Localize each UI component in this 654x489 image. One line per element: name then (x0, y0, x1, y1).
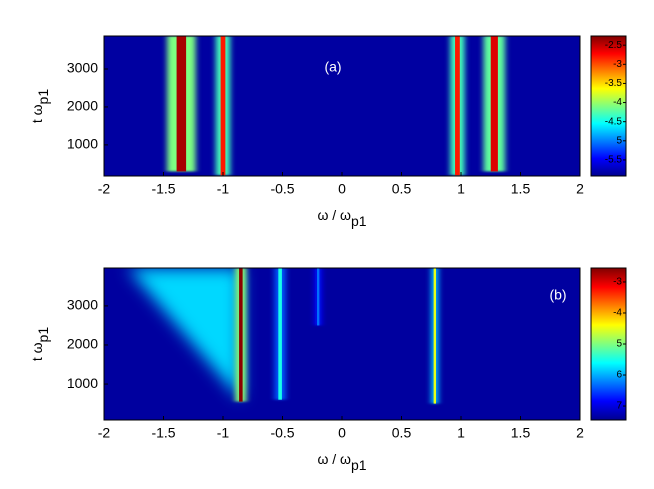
colorbar-tick-label: 7 (616, 401, 622, 412)
heatmap (104, 268, 580, 420)
y-tick-label: 1000 (67, 136, 98, 152)
colorbar (590, 267, 627, 421)
panel-label: (b) (549, 287, 566, 303)
x-tick-label: 1 (457, 425, 465, 441)
peak (317, 268, 320, 326)
y-tick-label: 2000 (67, 336, 98, 352)
y-tick-label: 3000 (67, 60, 98, 76)
y-tick-label: 1000 (67, 375, 98, 391)
x-tick-label: -1.5 (151, 425, 175, 441)
x-axis-label-main: ω / ω (317, 451, 351, 467)
colorbar-tick-label: -4.5 (605, 116, 623, 127)
x-axis-label: ω / ωp1 (317, 451, 366, 473)
y-axis-label: t ωp1 (29, 89, 51, 124)
y-axis-label-main: t ω (29, 104, 45, 123)
x-axis-label-sub: p1 (351, 457, 367, 473)
x-tick-label: -1.5 (151, 181, 175, 197)
peak (490, 36, 498, 172)
colorbar-tick-label: -3.5 (605, 78, 623, 89)
x-axis-label: ω / ωp1 (317, 207, 366, 229)
colorbar-tick-label: -4 (613, 308, 622, 319)
y-tick-label: 2000 (67, 98, 98, 114)
wedge (127, 268, 241, 400)
colorbar-tick-label: 6 (616, 370, 622, 381)
x-tick-label: 0 (338, 181, 346, 197)
x-tick-label: -1 (217, 425, 230, 441)
colorbar (590, 35, 627, 177)
x-axis-label-main: ω / ω (317, 207, 351, 223)
colorbar-tick-label: 5 (616, 339, 622, 350)
y-tick-label: 3000 (67, 297, 98, 313)
y-axis-label-sub: p1 (35, 327, 51, 343)
colorbar-tick-label: -5.5 (605, 155, 623, 166)
peak (239, 268, 243, 402)
x-axis-label-sub: p1 (351, 213, 367, 229)
x-tick-label: 2 (576, 425, 584, 441)
x-tick-label: -2 (98, 425, 111, 441)
heatmap (104, 36, 580, 176)
colorbar-tick-label: -4 (613, 97, 622, 108)
x-tick-label: -1 (217, 181, 230, 197)
colorbar-tick-label: -3 (613, 277, 622, 288)
y-axis-label: t ωp1 (29, 327, 51, 362)
colorbar-tick-label: -2.5 (605, 40, 623, 51)
x-tick-label: 0.5 (392, 181, 412, 197)
peak (278, 268, 282, 400)
x-tick-label: -2 (98, 181, 111, 197)
x-tick-label: -0.5 (270, 181, 294, 197)
y-axis-label-sub: p1 (35, 89, 51, 105)
panel-label: (a) (324, 59, 341, 75)
colorbar-tick-label: -3 (613, 59, 622, 70)
x-tick-label: 2 (576, 181, 584, 197)
peak (433, 268, 437, 404)
x-tick-label: 0 (338, 425, 346, 441)
x-tick-label: 0.5 (392, 425, 412, 441)
x-tick-label: 1.5 (511, 181, 531, 197)
peak (455, 36, 460, 176)
x-tick-label: -0.5 (270, 425, 294, 441)
peak (176, 36, 187, 172)
x-tick-label: 1 (457, 181, 465, 197)
x-tick-label: 1.5 (511, 425, 531, 441)
colorbar-tick-label: 5 (616, 135, 622, 146)
y-axis-label-main: t ω (29, 342, 45, 361)
peak (220, 36, 226, 176)
